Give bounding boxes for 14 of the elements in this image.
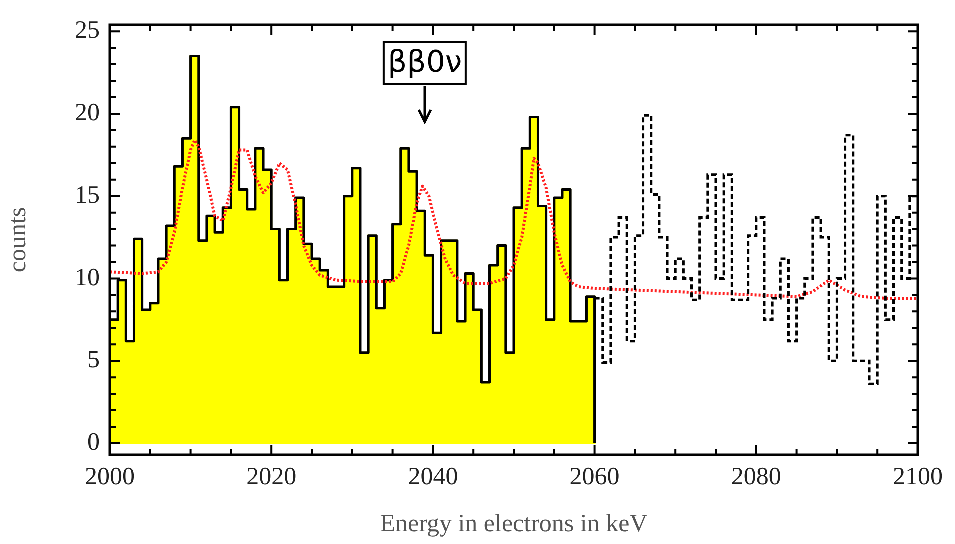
y-tick-label: 5 — [88, 346, 100, 374]
x-axis-title: Energy in electrons in keV — [380, 510, 648, 538]
y-tick-label: 25 — [75, 17, 100, 44]
y-axis-title: counts — [4, 207, 32, 273]
y-tick-label: 20 — [75, 100, 100, 127]
x-tick-label: 2100 — [893, 464, 943, 491]
x-tick-label: 2020 — [246, 464, 297, 491]
x-tick-label: 2040 — [408, 464, 458, 491]
x-tick-label: 2080 — [731, 464, 782, 491]
x-tick-label: 2060 — [570, 464, 620, 491]
y-tick-label: 10 — [75, 264, 100, 292]
x-tick-label: 2000 — [85, 464, 135, 491]
y-tick-label: 0 — [88, 429, 100, 456]
y-tick-label: 15 — [75, 182, 100, 209]
